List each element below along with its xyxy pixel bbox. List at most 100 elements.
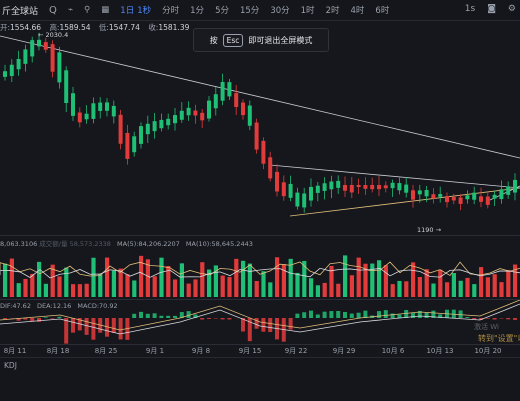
candle-body <box>214 94 218 108</box>
candle-body <box>221 82 225 101</box>
candle-body <box>187 108 191 115</box>
volume-bar <box>506 270 510 297</box>
volume-bar <box>78 284 82 297</box>
volume-bar <box>221 276 225 297</box>
volume-bar <box>57 276 61 297</box>
candle-body <box>200 113 204 121</box>
candle-body <box>119 115 123 144</box>
candle-body <box>363 185 367 189</box>
macd-bar <box>146 314 150 318</box>
candle-body <box>268 157 272 178</box>
candle-body <box>425 190 429 196</box>
candle-body <box>57 52 61 82</box>
macd-bar <box>57 317 61 318</box>
candle-body <box>248 106 252 126</box>
macd-dea: DEA:12.16 <box>37 302 71 310</box>
low-price-label: 1190 → <box>417 226 441 234</box>
macd-bar <box>323 312 327 318</box>
volume-bar <box>3 264 7 297</box>
fullscreen-toast: 按 Esc 即可退出全屏模式 <box>193 28 329 52</box>
macd-bar <box>132 314 136 318</box>
candle-body <box>411 190 415 199</box>
macd-bar <box>166 316 170 318</box>
macd-bar <box>513 318 517 320</box>
macd-bar <box>227 318 231 319</box>
macd-bar <box>139 312 143 318</box>
macd-bar <box>309 311 313 318</box>
volume-bar <box>343 255 347 297</box>
volume-bar <box>234 259 238 297</box>
candle-body <box>64 70 68 103</box>
macd-bar <box>350 314 354 318</box>
candle-body <box>3 71 7 77</box>
macd-bar <box>173 316 177 318</box>
volume-bar <box>105 258 109 297</box>
trendline-upper <box>0 36 520 158</box>
kdj-indicator-tab[interactable]: KDJ <box>4 361 17 370</box>
volume-bar <box>10 259 14 297</box>
macd-bar <box>91 318 95 340</box>
macd-bar <box>200 318 204 320</box>
volume-bar <box>17 283 21 297</box>
macd-bar <box>377 311 381 318</box>
macd-bar <box>112 318 116 333</box>
candle-body <box>37 40 41 47</box>
volume-bar <box>23 279 27 297</box>
volume-ma5: MA(5):84,206.2207 <box>117 240 180 248</box>
candle-body <box>377 185 381 189</box>
volume-amount-label: 成交额/量 <box>39 240 67 248</box>
candle-body <box>207 101 211 119</box>
candle-body <box>513 180 517 193</box>
macd-bar <box>295 314 299 318</box>
macd-bar <box>486 318 490 319</box>
activation-watermark-2: 激活 Wi <box>474 322 499 332</box>
volume-separator <box>0 235 520 236</box>
candle-body <box>295 193 299 207</box>
macd-bar <box>214 318 218 319</box>
candle-body <box>438 194 442 197</box>
volume-bar <box>316 285 320 297</box>
candle-body <box>431 194 435 198</box>
macd-bar <box>44 317 48 318</box>
volume-bar <box>425 269 429 297</box>
macd-bar <box>404 310 408 318</box>
candle-body <box>336 181 340 188</box>
candle-body <box>282 182 286 196</box>
volume-bar <box>452 273 456 297</box>
volume-bar <box>44 284 48 297</box>
volume-bar <box>200 262 204 297</box>
volume-bar <box>261 271 265 297</box>
volume-bar <box>459 281 463 297</box>
volume-bar <box>173 279 177 297</box>
candle-body <box>78 113 82 123</box>
volume-bar <box>438 270 442 297</box>
volume-bar <box>91 258 95 297</box>
volume-bar <box>71 284 75 297</box>
candle-body <box>289 184 293 198</box>
candle-body <box>17 59 21 69</box>
macd-bar <box>30 318 34 321</box>
candle-body <box>85 114 89 120</box>
macd-bar <box>268 318 272 332</box>
candle-body <box>391 183 395 188</box>
candle-body <box>479 196 483 201</box>
candle-body <box>112 106 116 116</box>
macd-bar <box>411 313 415 318</box>
candle-body <box>180 111 184 120</box>
candle-body <box>51 44 55 72</box>
macd-value: MACD:70.92 <box>77 302 117 310</box>
trendline-mid <box>270 165 520 188</box>
macd-bar <box>261 318 265 332</box>
candle-body <box>261 141 265 164</box>
volume-bar <box>336 284 340 297</box>
candle-body <box>350 185 354 192</box>
volume-bar <box>357 258 361 297</box>
x-axis: 8月 11 8月 18 8月 25 9月 1 9月 8 9月 15 9月 22 … <box>0 345 520 357</box>
xaxis-tick: 8月 11 <box>4 346 27 356</box>
candle-body <box>493 195 497 199</box>
macd-bar <box>153 313 157 318</box>
candle-body <box>418 190 422 194</box>
volume-ma10: MA(10):58,645.2443 <box>186 240 253 248</box>
candle-body <box>44 42 48 50</box>
